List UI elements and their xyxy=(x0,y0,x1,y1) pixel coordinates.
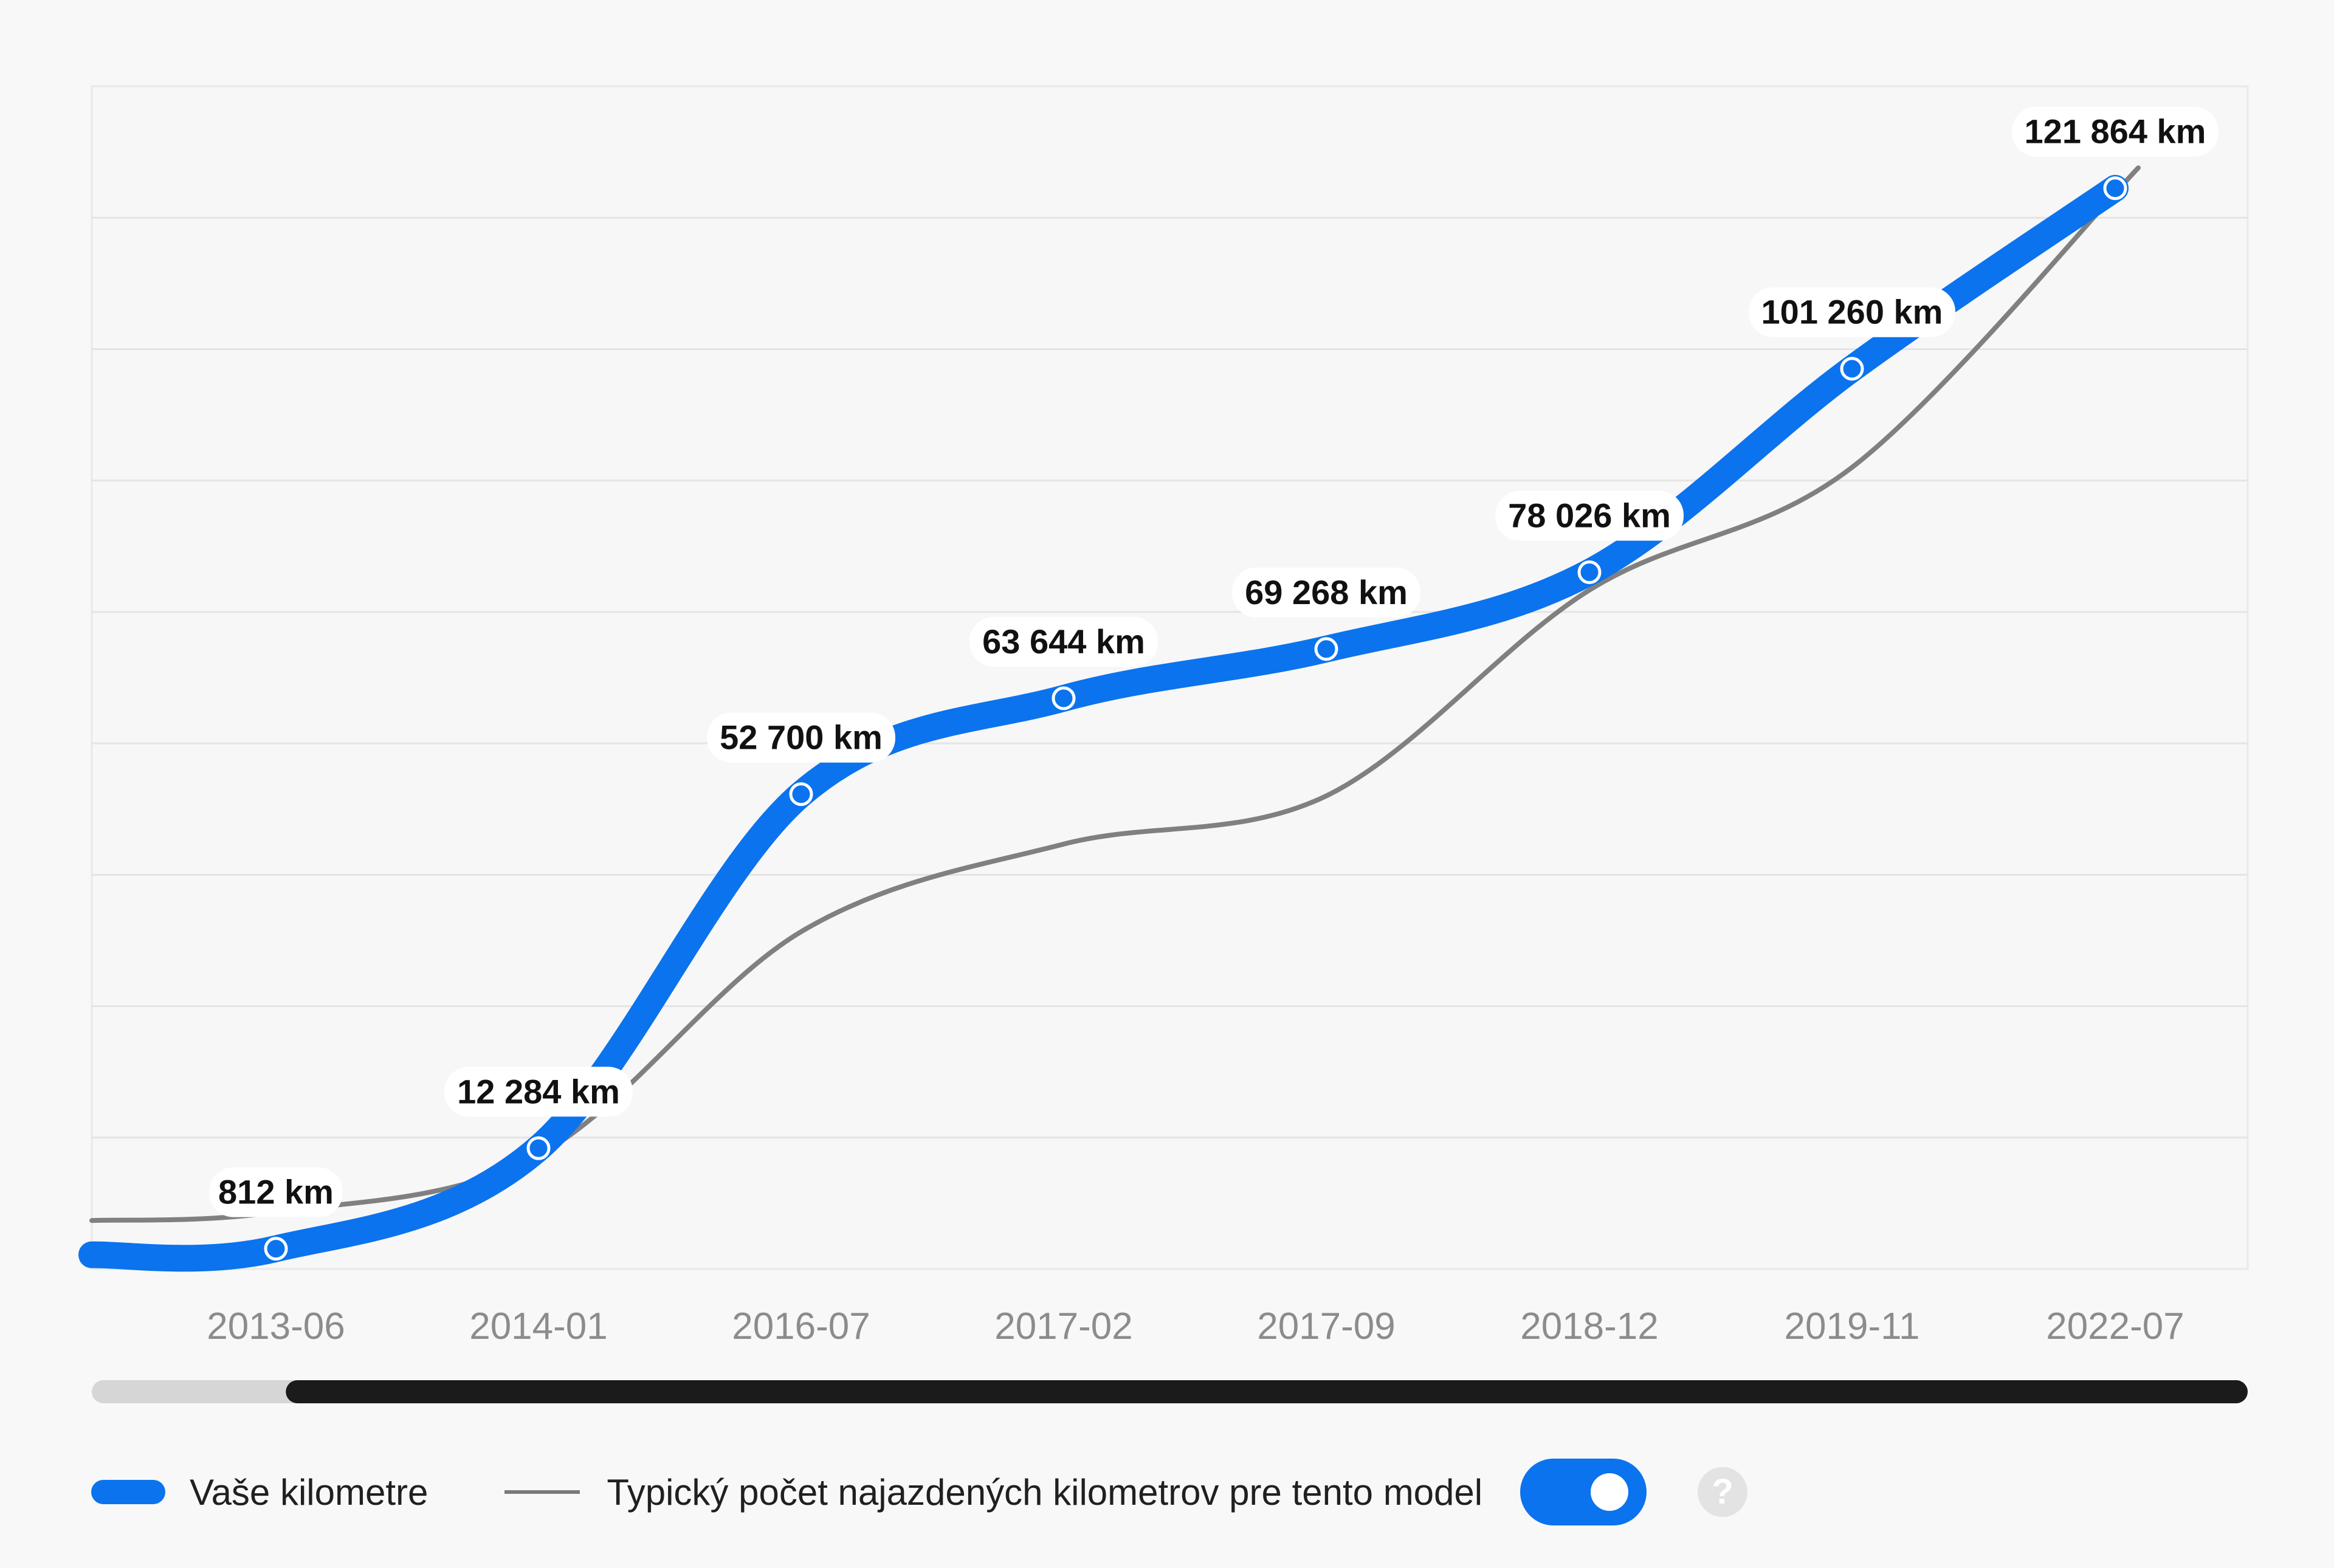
data-label-bg xyxy=(444,1067,633,1117)
data-label: 78 026 km xyxy=(1508,497,1671,535)
data-label: 812 km xyxy=(218,1173,334,1211)
your-series xyxy=(78,174,2129,1272)
data-point[interactable] xyxy=(1314,637,1338,661)
data-label-bg xyxy=(707,712,895,763)
data-labels: 812 km 12 284 km 52 700 km 63 644 km 69 268 … xyxy=(209,106,2219,1217)
scrollbar[interactable] xyxy=(92,1380,2248,1403)
x-tick-label: 2018-12 xyxy=(1520,1305,1659,1347)
x-tick-label: 2022-07 xyxy=(2046,1305,2184,1347)
data-label-bg xyxy=(1495,490,1684,541)
x-tick-label: 2017-09 xyxy=(1257,1305,1396,1347)
legend: Vaše kilometre Typický počet najazdených… xyxy=(91,1459,1748,1525)
x-axis-ticks: 2013-06 2014-01 2016-07 2017-02 2017-09 2018-… xyxy=(207,1305,2184,1347)
data-label-bg xyxy=(209,1167,343,1217)
x-tick-label: 2013-06 xyxy=(207,1305,345,1347)
data-point[interactable] xyxy=(1052,686,1076,710)
typical-series-toggle[interactable] xyxy=(1520,1459,1647,1525)
data-point[interactable] xyxy=(264,1237,288,1261)
x-tick-label: 2019-11 xyxy=(1785,1305,1920,1347)
data-label: 121 864 km xyxy=(2025,112,2206,151)
data-label-bg xyxy=(2012,106,2219,157)
data-label: 12 284 km xyxy=(457,1072,620,1110)
x-tick-label: 2014-01 xyxy=(469,1305,608,1347)
help-icon[interactable]: ? xyxy=(1698,1467,1748,1517)
data-point[interactable] xyxy=(789,782,813,806)
data-point[interactable] xyxy=(1840,357,1864,381)
data-label: 63 644 km xyxy=(982,622,1145,661)
legend-swatch-your-km xyxy=(91,1480,165,1504)
data-label-bg xyxy=(969,616,1158,667)
data-point[interactable] xyxy=(526,1136,551,1160)
data-label-bg xyxy=(1749,287,1955,337)
scrollbar-thumb[interactable] xyxy=(286,1380,2248,1403)
x-tick-label: 2016-07 xyxy=(732,1305,870,1347)
legend-swatch-typical-km xyxy=(504,1490,580,1494)
data-label: 69 268 km xyxy=(1245,573,1408,611)
data-point[interactable] xyxy=(1577,560,1602,585)
typical-km-line xyxy=(89,165,2141,1223)
data-label-bg xyxy=(1232,567,1420,617)
legend-label-your-km: Vaše kilometre xyxy=(190,1471,429,1513)
data-label: 52 700 km xyxy=(720,718,883,757)
legend-label-typical-km: Typický počet najazdených kilometrov pre… xyxy=(607,1471,1483,1513)
x-tick-label: 2017-02 xyxy=(994,1305,1133,1347)
typical-series xyxy=(89,165,2141,1223)
data-point[interactable] xyxy=(2103,176,2127,201)
toggle-knob xyxy=(1591,1473,1629,1511)
data-label: 101 260 km xyxy=(1761,293,1943,331)
